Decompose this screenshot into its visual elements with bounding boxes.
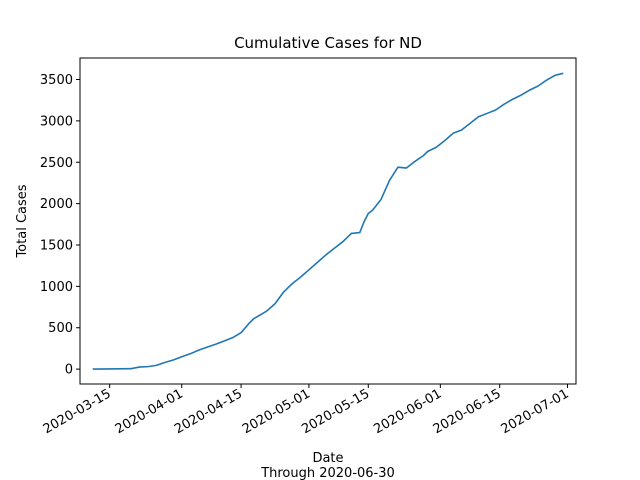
x-tick-label: 2020-06-15 <box>431 386 504 437</box>
y-tick-label: 3500 <box>40 73 73 88</box>
x-tick-label: 2020-03-15 <box>41 386 114 437</box>
y-tick-label: 2000 <box>40 197 73 212</box>
y-tick-label: 2500 <box>40 156 73 171</box>
x-axis-subtitle: Through 2020-06-30 <box>260 466 395 480</box>
chart-title: Cumulative Cases for ND <box>234 34 422 52</box>
x-tick-label: 2020-05-15 <box>299 386 372 437</box>
x-axis: 2020-03-15 2020-04-012020-04-152020-05-01… <box>41 384 572 437</box>
series-line-cumulative-cases <box>92 72 564 370</box>
plot-frame <box>79 57 577 385</box>
x-axis-title: Date <box>312 451 343 466</box>
y-tick-label: 0 <box>65 363 73 378</box>
x-tick-label: 2020-07-01 <box>499 386 572 437</box>
x-tick-label: 2020-04-15 <box>172 386 245 437</box>
y-tick-label: 3000 <box>40 114 73 129</box>
y-tick-label: 1500 <box>40 238 73 253</box>
y-tick-label: 500 <box>48 321 73 336</box>
y-tick-label: 1000 <box>40 280 73 295</box>
y-axis: 0 500 1000 1500 2000 2500 3000 3500 <box>40 73 80 378</box>
y-axis-title: Total Cases <box>15 184 30 258</box>
